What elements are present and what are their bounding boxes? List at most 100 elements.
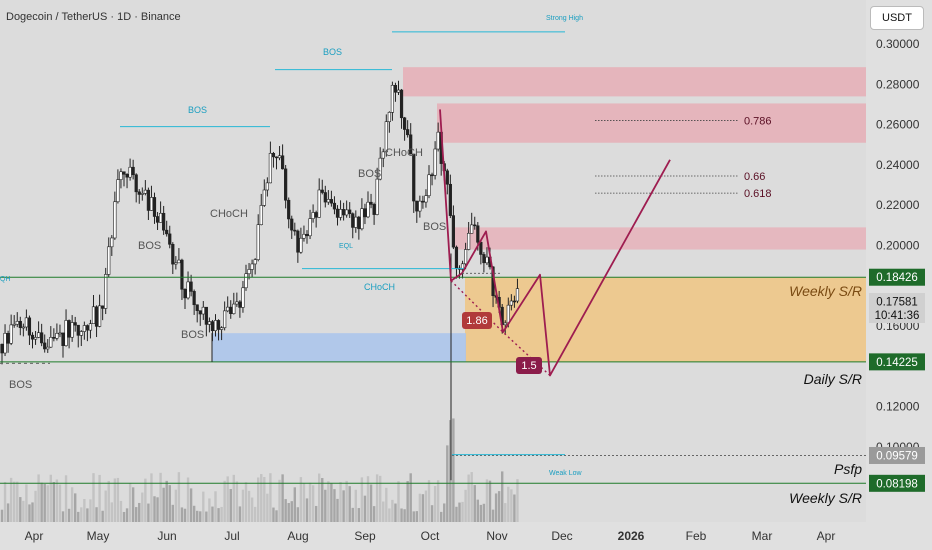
- supply-zone: [455, 227, 866, 250]
- volume-bar: [177, 472, 181, 522]
- candle-body: [250, 263, 254, 270]
- candle-body: [91, 306, 96, 324]
- candle: [479, 240, 483, 265]
- volume-bar: [266, 493, 269, 522]
- candle-body: [262, 189, 266, 206]
- volume-bar: [189, 488, 193, 522]
- volume-bar: [497, 491, 501, 522]
- volume-bar: [494, 493, 498, 522]
- candle-body: [171, 244, 175, 265]
- candle: [207, 317, 212, 333]
- volume-bar: [257, 477, 260, 522]
- candle: [33, 330, 38, 345]
- candle: [326, 190, 330, 205]
- ratio-badge: [516, 357, 542, 374]
- candle-body: [27, 317, 32, 336]
- price-badge-bg: [869, 474, 925, 492]
- candle: [46, 339, 50, 353]
- price-badge-value: 0.17581: [876, 297, 918, 309]
- candle: [49, 326, 53, 348]
- structure-label: BOS: [188, 105, 207, 115]
- candle-body: [131, 166, 135, 176]
- candle: [18, 316, 22, 336]
- candle: [220, 326, 224, 341]
- candle-body: [201, 306, 205, 315]
- candle-body: [15, 320, 19, 325]
- candle: [159, 201, 163, 223]
- candle: [61, 332, 65, 358]
- volume-bar: [58, 484, 62, 522]
- candle-body: [418, 200, 422, 212]
- volume-bar: [238, 506, 242, 522]
- candle-body: [485, 256, 489, 264]
- candle: [183, 288, 187, 310]
- candle-body: [85, 325, 89, 331]
- volume-bar: [92, 473, 95, 522]
- candle-body: [387, 112, 391, 123]
- candle: [55, 323, 59, 341]
- candle: [104, 267, 108, 315]
- candle: [76, 324, 80, 348]
- volume-bar: [220, 506, 223, 522]
- candle-body: [314, 212, 318, 218]
- candle-body: [36, 332, 41, 338]
- candle-body: [396, 89, 401, 93]
- candle: [396, 80, 401, 96]
- candle-body: [9, 324, 13, 344]
- candle-body: [302, 233, 306, 239]
- volume-bar: [101, 510, 104, 522]
- volume-bar: [186, 477, 190, 522]
- volume-bar: [217, 508, 220, 522]
- candle: [354, 210, 358, 233]
- candle: [149, 185, 154, 211]
- candle-body: [207, 321, 212, 325]
- volume-bar: [205, 511, 208, 522]
- volume-bar: [156, 497, 159, 522]
- volume-bar: [461, 501, 464, 522]
- x-tick-label: Dec: [551, 529, 572, 543]
- candle: [40, 323, 44, 347]
- currency-selector[interactable]: USDT: [870, 6, 924, 30]
- volume-bar: [409, 473, 412, 522]
- volume-bar: [507, 486, 510, 522]
- candle-body: [369, 201, 373, 205]
- candle: [366, 191, 370, 219]
- volume-bar: [13, 481, 16, 522]
- candle-body: [332, 202, 337, 210]
- candle-body: [186, 281, 190, 299]
- fib-label: 0.66: [744, 171, 765, 183]
- volume-bar: [226, 476, 229, 522]
- candle-body: [143, 189, 147, 194]
- candle-body: [49, 337, 53, 348]
- volume-bar: [339, 482, 342, 522]
- candle: [189, 274, 193, 297]
- volume-bar: [388, 508, 391, 522]
- candle-body: [33, 337, 38, 340]
- candle: [247, 263, 251, 280]
- time-axis-panel: [0, 522, 866, 550]
- candle: [515, 278, 520, 304]
- price-badge: 0.14225: [869, 353, 925, 371]
- candle: [448, 174, 452, 219]
- volume-bar: [476, 499, 479, 522]
- candle-body: [503, 322, 507, 326]
- volume-bar: [275, 510, 278, 522]
- volume-bar: [168, 485, 171, 522]
- supply-zone: [437, 103, 866, 143]
- candle-body: [351, 213, 355, 228]
- candle-body: [107, 246, 111, 275]
- volume-group: [0, 418, 519, 522]
- candle: [155, 212, 160, 230]
- candle: [280, 144, 285, 170]
- candle: [509, 294, 513, 311]
- candle: [308, 209, 312, 240]
- volume-bar: [321, 478, 324, 522]
- candle-body: [195, 304, 199, 311]
- volume-bar: [263, 476, 266, 522]
- volume-bar: [357, 508, 361, 522]
- fib-label: 0.786: [744, 116, 772, 128]
- y-tick-label: 0.28000: [876, 77, 920, 91]
- volume-bar: [192, 505, 196, 522]
